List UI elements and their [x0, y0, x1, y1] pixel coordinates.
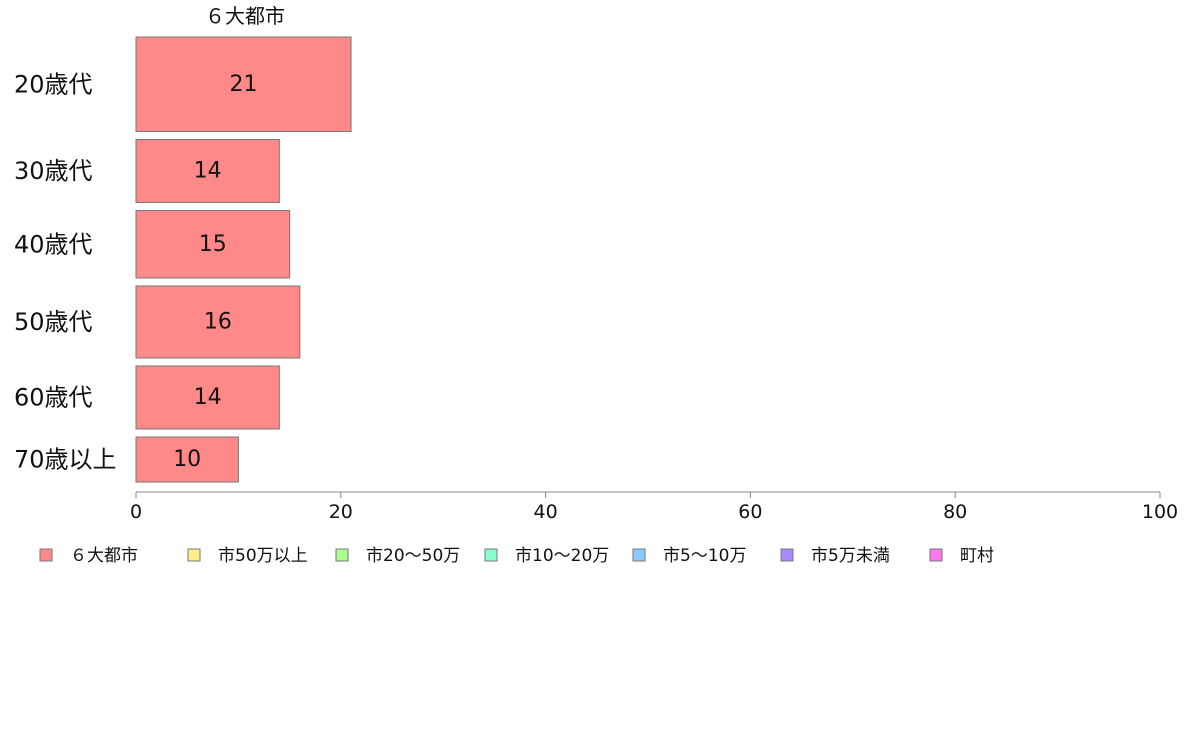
legend: ６大都市 市50万以上 市20〜50万 市10〜20万 市5〜10万 市5万未満 町村: [39, 546, 994, 566]
category-label: 30歳代: [14, 157, 93, 185]
x-axis: 0 20 40 60 80 100: [130, 491, 1178, 523]
legend-label: 市50万以上: [218, 546, 308, 566]
x-tick-label: 80: [943, 501, 967, 523]
bar: [135, 285, 301, 359]
legend-swatch: [929, 548, 943, 562]
bar: [135, 36, 352, 132]
legend-swatch: [780, 548, 794, 562]
bar: [135, 139, 280, 203]
legend-label: 市10〜20万: [515, 546, 609, 566]
category-labels: 20歳代 30歳代 40歳代 50歳代 60歳代 70歳以上: [14, 70, 117, 473]
bar-value-label: 15: [199, 232, 227, 257]
category-label: 20歳代: [14, 70, 93, 98]
legend-label: 市5〜10万: [663, 546, 746, 566]
bar: [135, 436, 239, 483]
legend-label: 市5万未満: [811, 546, 890, 566]
x-tick-label: 100: [1142, 501, 1178, 523]
bar: [135, 365, 280, 430]
legend-label: 町村: [960, 546, 994, 566]
bar: [135, 210, 291, 279]
bar-value-label: 21: [230, 72, 258, 97]
legend-swatch: [187, 548, 201, 562]
x-tick-label: 40: [534, 501, 558, 523]
bars: 21 14 15 16 14 10: [135, 36, 352, 483]
bar-value-label: 10: [173, 447, 201, 472]
bar-value-label: 14: [194, 159, 222, 184]
x-tick-label: 60: [738, 501, 762, 523]
x-tick-label: 20: [329, 501, 353, 523]
legend-label: 市20〜50万: [366, 546, 460, 566]
legend-swatch: [484, 548, 498, 562]
category-label: 40歳代: [14, 230, 93, 258]
category-label: 50歳代: [14, 308, 93, 336]
legend-swatch: [335, 548, 349, 562]
category-label: 70歳以上: [14, 446, 117, 474]
x-tick-label: 0: [130, 501, 142, 523]
legend-label: ６大都市: [70, 546, 138, 566]
column-title: ６大都市: [205, 4, 285, 28]
legend-swatch: [39, 548, 53, 562]
category-label: 60歳代: [14, 384, 93, 412]
legend-swatch: [632, 548, 646, 562]
bar-value-label: 16: [204, 310, 232, 335]
bar-value-label: 14: [194, 385, 222, 410]
